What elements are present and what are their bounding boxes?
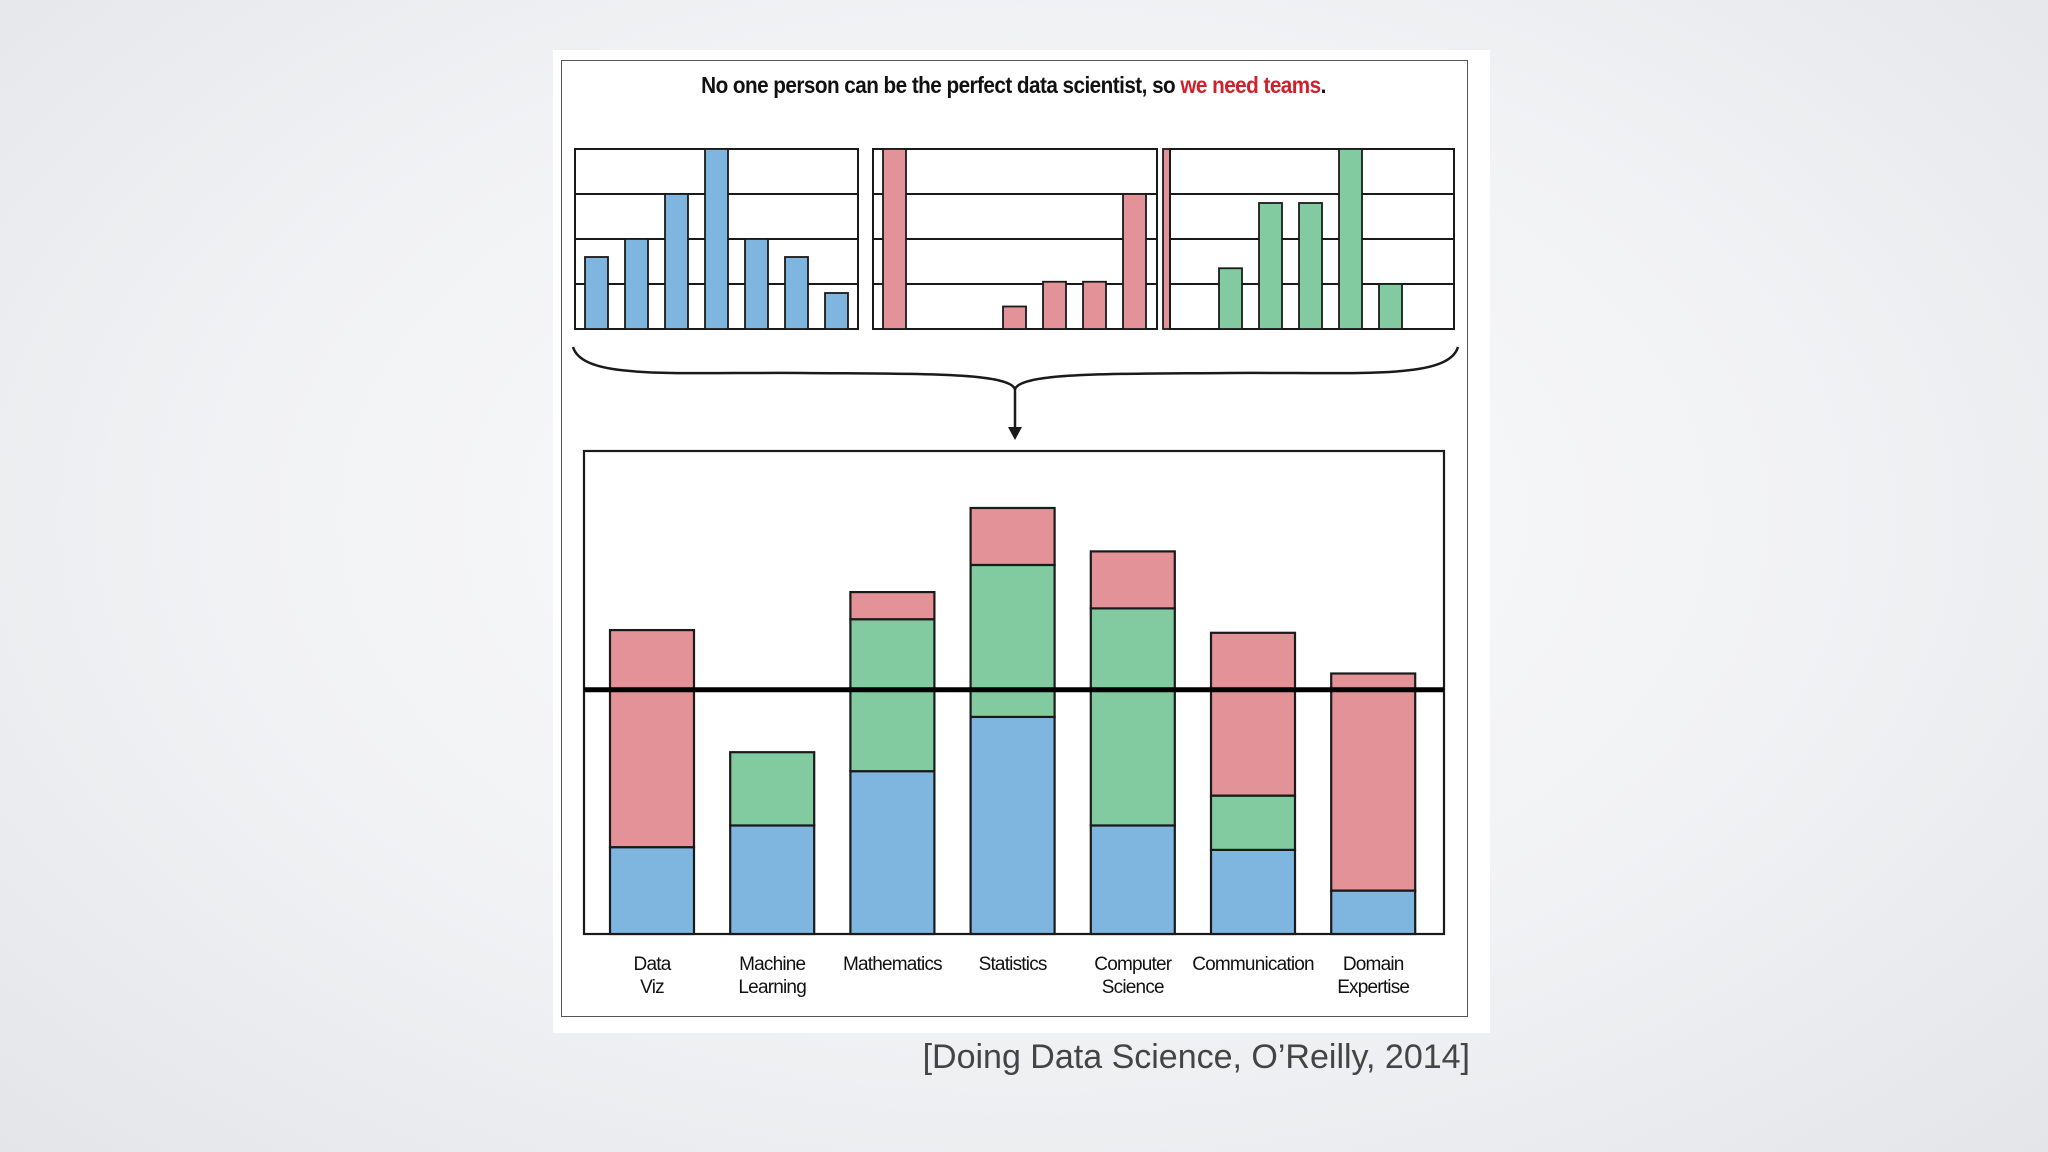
bar [784,256,809,330]
category-label: Machine Learning [738,954,806,998]
profile-b-panel [872,148,1187,330]
stacked-segment [969,506,1056,567]
stacked-segment [1209,794,1297,851]
stacked-segment [1089,824,1176,936]
stacked-segment [1089,550,1176,610]
profile-a-panel [574,148,859,330]
bar [1218,267,1243,330]
bar [704,148,729,330]
curly-brace [571,346,1460,393]
bar [1082,280,1107,330]
bar [664,193,689,330]
stacked-segment [849,770,936,936]
bar [744,238,769,330]
stacked-segment [849,618,936,773]
category-label: Domain Expertise [1337,954,1409,998]
figure-frame [561,60,1468,1017]
bar [824,292,849,330]
bar [584,256,609,330]
stacked-segment [1209,631,1297,797]
bar [1338,148,1363,330]
citation: [Doing Data Science, O’Reilly, 2014] [922,1038,1470,1076]
bar [1042,280,1067,330]
team-skills-chart: Data Viz Machine Learning Mathematics Statist… [571,148,1460,998]
stacked-segment [1089,607,1176,827]
team-panel: Data Viz Machine Learning Mathematics Statist… [582,449,1446,998]
bar [1378,283,1403,330]
category-label: Data Viz [634,954,672,998]
figure-card: No one person can be the perfect data sc… [553,50,1490,1033]
stacked-segment [729,751,816,827]
title-prefix: No one person can be the perfect data sc… [701,72,1181,98]
figure-title: No one person can be the perfect data sc… [599,72,1428,99]
bar [1258,202,1283,330]
category-label: Mathematics [843,954,942,975]
stacked-segment [969,563,1056,719]
merge-arrow-head [1008,427,1022,440]
bar [882,148,907,330]
stacked-segment [1209,848,1297,936]
stacked-segment [608,846,696,936]
category-label: Statistics [979,954,1047,975]
title-suffix: . [1320,72,1327,98]
bar [624,238,649,330]
stacked-segment [1330,672,1417,892]
profile-c-panel [1169,148,1455,330]
stacked-segment [608,628,696,849]
stacked-segment [729,824,816,936]
category-label: Communication [1192,954,1314,975]
bar [1298,202,1323,330]
title-highlight: we need teams [1180,72,1321,98]
bar [1002,305,1027,330]
stacked-segment [969,715,1056,936]
stacked-segment [849,591,936,621]
stacked-segment [1330,889,1417,936]
category-label: Computer Science [1094,954,1172,998]
bar [1122,193,1147,330]
